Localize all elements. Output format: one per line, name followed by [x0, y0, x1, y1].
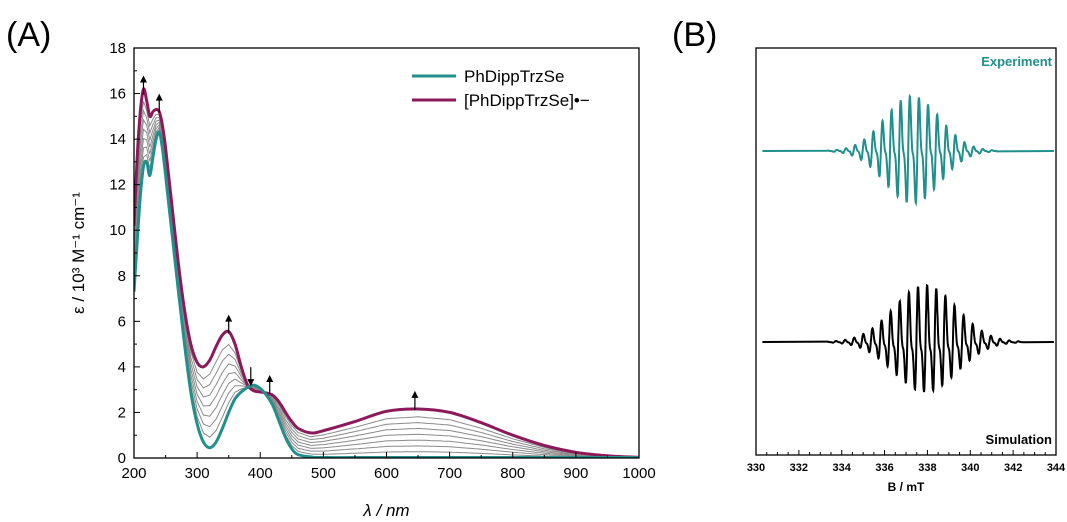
y-tick-label: 18	[109, 40, 126, 57]
arrow-up	[225, 314, 233, 334]
intermediate-line-1	[134, 126, 639, 458]
x-tick-label: 800	[500, 465, 525, 482]
x-tick-label: 1000	[622, 465, 655, 482]
x-tick-label: 700	[437, 465, 462, 482]
panel-label-a: (A)	[6, 16, 51, 54]
x-tick-label-b: 336	[875, 462, 893, 474]
arrow-up	[411, 390, 419, 410]
x-tick-label-b: 342	[1004, 462, 1022, 474]
panel-label-b: (B)	[672, 16, 717, 54]
arrows	[139, 75, 419, 410]
x-axis-title-b: B / mT	[888, 480, 925, 494]
x-tick-label-b: 330	[747, 462, 765, 474]
y-tick-label: 0	[118, 450, 126, 467]
intermediate-line-6	[134, 101, 639, 458]
legend-label-1: [PhDippTrzSe]•−	[464, 91, 590, 110]
x-tick-label: 200	[121, 465, 146, 482]
x-ticks-b: 330 332 334 336 338 340 342 344	[747, 450, 1066, 474]
experiment-label: Experiment	[981, 54, 1052, 69]
intermediate-line-3	[134, 121, 639, 458]
x-tick-label: 500	[311, 465, 336, 482]
legend: PhDippTrzSe [PhDippTrzSe]•−	[412, 67, 590, 110]
x-tick-label: 600	[374, 465, 399, 482]
y-tick-label: 10	[109, 222, 126, 239]
x-ticks-a: 200 300 400 500 600 700 800 900 1000	[121, 452, 656, 482]
intermediate-line-0	[134, 128, 639, 458]
series-line-1	[134, 87, 639, 458]
epr-spectra	[762, 93, 1054, 394]
x-tick-label-b: 334	[833, 462, 852, 474]
y-tick-label: 8	[118, 268, 126, 285]
x-tick-label: 400	[248, 465, 273, 482]
y-tick-label: 12	[109, 177, 126, 194]
y-axis-title-a: ε / 10³ M⁻¹ cm⁻¹	[69, 192, 88, 314]
y-tick-label: 4	[118, 359, 126, 376]
y-tick-label: 16	[109, 86, 126, 103]
x-tick-label-b: 340	[961, 462, 979, 474]
arrow-down	[247, 367, 255, 387]
y-ticks-a: 0 2 4 6 8 10 12 14 16 18	[109, 40, 140, 467]
epr-chart: 330 332 334 336 338 340 342 344 B / mT Experime…	[747, 47, 1066, 494]
series-line-0	[134, 130, 639, 458]
y-tick-label: 14	[109, 131, 126, 148]
intermediate-line-5	[134, 108, 639, 458]
legend-label-0: PhDippTrzSe	[464, 67, 564, 86]
y-tick-label: 6	[118, 313, 126, 330]
x-tick-label-b: 338	[918, 462, 936, 474]
x-axis-title-a: λ / nm	[362, 501, 409, 520]
arrow-up	[266, 374, 274, 394]
uv-vis-chart: 200 300 400 500 600 700 800 900 1000 0 2 4 6 8 10 12 14…	[69, 40, 656, 520]
intermediate-line-4	[134, 118, 639, 458]
x-tick-label: 300	[185, 465, 210, 482]
y-tick-label: 2	[118, 404, 126, 421]
simulation-label: Simulation	[986, 432, 1053, 447]
experiment-trace	[762, 93, 1054, 207]
x-tick-label-b: 344	[1047, 462, 1066, 474]
intermediate-line-2	[134, 123, 639, 458]
intermediate-spectra	[134, 101, 639, 458]
arrow-up	[139, 75, 147, 95]
x-tick-label: 900	[563, 465, 588, 482]
arrow-up	[155, 93, 163, 113]
x-tick-label-b: 332	[790, 462, 808, 474]
plot-frame-b	[755, 47, 1057, 456]
series-lines	[134, 87, 639, 458]
simulation-trace	[762, 283, 1054, 394]
